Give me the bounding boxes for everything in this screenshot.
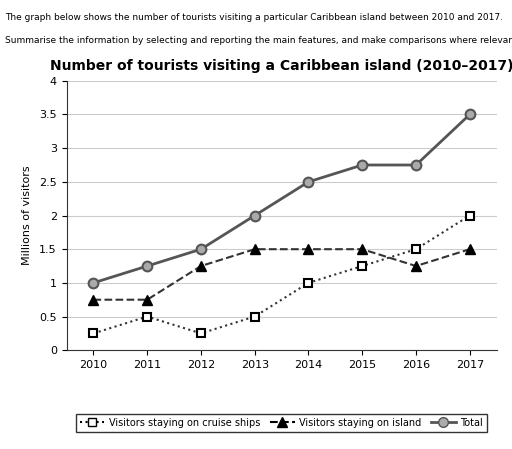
Title: Number of tourists visiting a Caribbean island (2010–2017): Number of tourists visiting a Caribbean … (50, 59, 512, 73)
Text: Summarise the information by selecting and reporting the main features, and make: Summarise the information by selecting a… (5, 36, 512, 45)
Y-axis label: Millions of visitors: Millions of visitors (22, 166, 32, 265)
Text: The graph below shows the number of tourists visiting a particular Caribbean isl: The graph below shows the number of tour… (5, 13, 503, 22)
Legend: Visitors staying on cruise ships, Visitors staying on island, Total: Visitors staying on cruise ships, Visito… (76, 414, 487, 432)
